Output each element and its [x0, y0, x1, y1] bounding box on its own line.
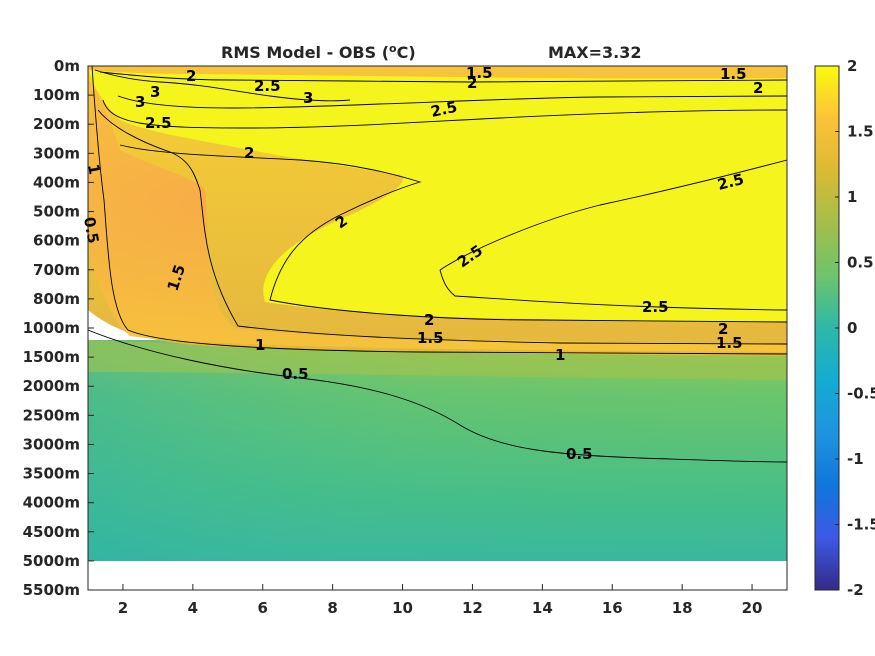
y-tick-label: 4500m [23, 523, 80, 541]
contour-label: 2.5 [642, 298, 669, 316]
y-tick-label: 4000m [23, 494, 80, 512]
y-tick-label: 500m [33, 203, 80, 221]
contour-label: 2 [467, 74, 477, 92]
colorbar-tick-label: 0.5 [847, 254, 874, 272]
x-tick-label: 16 [602, 599, 623, 617]
contour-label: 0.5 [80, 216, 102, 245]
contour-label: 2 [718, 320, 728, 338]
y-tick-label: 700m [33, 261, 80, 279]
x-tick-label: 4 [188, 599, 198, 617]
x-tick-label: 2 [118, 599, 128, 617]
y-tick-label: 5000m [23, 552, 80, 570]
x-tick-label: 10 [392, 599, 413, 617]
y-tick-label: 400m [33, 173, 80, 191]
colorbar-tick-label: 0 [847, 319, 857, 337]
colorbar-tick-label: -2 [847, 581, 864, 599]
colorbar-tick-label: -1 [847, 450, 864, 468]
heatmap-field [88, 66, 787, 590]
colorbar-ticks: 2 1.5 1 0.5 0 -0.5 -1 -1.5 -2 [835, 57, 875, 599]
contour-label: 2 [753, 79, 763, 97]
chart-title: RMS Model - OBS (oC) [221, 42, 416, 62]
contour-label: 2.5 [429, 98, 459, 121]
contour-label-extra: 1 [555, 346, 565, 364]
contour-label: 2.5 [716, 170, 746, 194]
contour-label: 1.5 [417, 329, 444, 347]
colorbar-tick-label: 1.5 [847, 123, 874, 141]
y-tick-label: 1500m [23, 348, 80, 366]
x-tick-label: 8 [327, 599, 337, 617]
x-tick-label: 6 [258, 599, 268, 617]
y-tick-label: 600m [33, 232, 80, 250]
y-tick-label: 3000m [23, 435, 80, 453]
y-tick-label: 300m [33, 144, 80, 162]
contour-label: 3 [135, 93, 145, 111]
surface-strip [88, 66, 787, 79]
contour-label: 1.5 [720, 65, 747, 83]
contour-label: 2.5 [254, 77, 281, 95]
y-tick-label: 3500m [23, 465, 80, 483]
no-data-region [88, 561, 787, 590]
contour-label: 1 [255, 336, 265, 354]
contour-label: 2.5 [145, 114, 172, 132]
colorbar-tick-label: -1.5 [847, 516, 875, 534]
y-tick-label: 1000m [23, 319, 80, 337]
core-yellow [88, 66, 787, 322]
contour-label: 0.5 [566, 445, 593, 463]
colorbar-tick-label: 1 [847, 188, 857, 206]
svg-text:RMS Model - OBS (oC): RMS Model - OBS (oC) [221, 42, 416, 62]
warm-band [88, 80, 787, 352]
y-axis: 0m 100m 200m 300m 400m 500m 600m 700m 800m 1000m 1… [23, 57, 94, 599]
contour-label: 2 [186, 67, 196, 85]
x-tick-label: 20 [742, 599, 763, 617]
y-tick-label: 2500m [23, 406, 80, 424]
x-tick-label: 14 [532, 599, 553, 617]
y-tick-label: 800m [33, 290, 80, 308]
contour-label: 1 [84, 163, 104, 176]
contour-label: 2 [244, 144, 254, 162]
y-tick-label: 100m [33, 86, 80, 104]
y-tick-label: 2000m [23, 377, 80, 395]
contour-label: 1.5 [466, 64, 493, 82]
y-tick-label: 0m [54, 57, 80, 75]
contour-label: 1.5 [716, 334, 743, 352]
contour-label: 3 [303, 89, 313, 107]
contour-label: 3 [150, 83, 160, 101]
x-tick-label: 12 [462, 599, 483, 617]
y-tick-label: 200m [33, 115, 80, 133]
x-tick-label: 18 [672, 599, 693, 617]
colorbar-tick-label: 2 [847, 57, 857, 75]
y-tick-label: 5500m [23, 581, 80, 599]
contour-label: 2 [424, 311, 434, 329]
colorbar-tick-label: -0.5 [847, 385, 875, 403]
contour-label: 0.5 [282, 365, 309, 383]
max-value-label: MAX=3.32 [548, 43, 642, 62]
x-axis: 2 4 6 8 10 12 14 16 18 20 [118, 584, 763, 617]
